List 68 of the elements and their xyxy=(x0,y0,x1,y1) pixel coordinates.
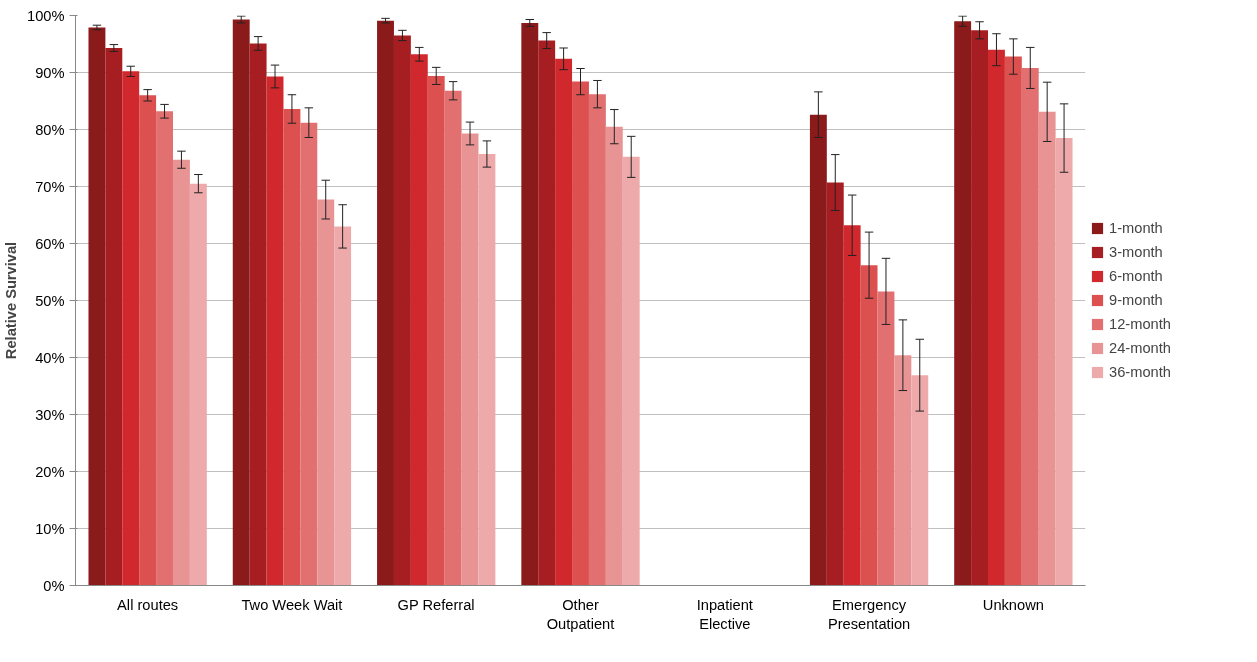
legend-label: 12-month xyxy=(1109,316,1171,332)
bar xyxy=(105,47,123,586)
y-tick-label: 90% xyxy=(35,64,65,81)
bar xyxy=(334,226,352,586)
bar xyxy=(538,40,556,586)
y-tick-label: 80% xyxy=(35,121,65,138)
bar xyxy=(173,159,190,586)
bar xyxy=(122,71,140,586)
y-tick-label: 0% xyxy=(43,577,65,594)
bar xyxy=(1038,111,1056,586)
bar xyxy=(588,94,606,586)
y-tick-label: 40% xyxy=(35,349,65,366)
bar xyxy=(232,19,250,586)
y-tick-label: 60% xyxy=(35,235,65,252)
bar xyxy=(894,355,912,586)
bar xyxy=(1004,56,1022,586)
bar xyxy=(478,154,496,586)
bar xyxy=(283,108,301,586)
legend-label: 3-month xyxy=(1109,244,1163,260)
bar xyxy=(444,90,462,586)
bar xyxy=(954,21,972,586)
legend-label: 6-month xyxy=(1109,268,1163,284)
y-axis-title: Relative Survival xyxy=(3,241,20,360)
legend-label: 9-month xyxy=(1109,292,1163,308)
y-tick-label: 10% xyxy=(35,520,65,537)
bar xyxy=(300,122,318,586)
bar xyxy=(427,75,445,586)
x-tick-label: Other Outpatient xyxy=(546,596,615,632)
bar xyxy=(189,183,207,586)
legend-label: 24-month xyxy=(1109,340,1171,356)
x-tick-label: Emergency Presentation xyxy=(827,596,911,632)
bar xyxy=(572,81,589,586)
bar xyxy=(911,375,929,586)
bar xyxy=(809,114,827,586)
y-tick-label: 50% xyxy=(35,292,65,309)
bar xyxy=(971,30,988,586)
bar xyxy=(410,54,428,586)
bar xyxy=(860,265,878,586)
y-tick-label: 30% xyxy=(35,406,65,423)
y-tick-label: 100% xyxy=(27,7,65,24)
bar xyxy=(605,126,623,586)
bar xyxy=(555,58,573,586)
x-tick-label: Unknown xyxy=(982,596,1044,613)
bar xyxy=(156,111,173,586)
bar xyxy=(521,22,539,586)
bar xyxy=(1021,67,1039,586)
bar xyxy=(88,27,106,586)
bar xyxy=(266,76,284,586)
bar xyxy=(317,199,335,586)
bar xyxy=(843,225,861,586)
bar xyxy=(877,291,895,586)
x-tick-label: All routes xyxy=(117,596,179,613)
x-tick-label: Two Week Wait xyxy=(241,596,343,613)
bar xyxy=(622,156,640,586)
y-tick-label: 70% xyxy=(35,178,65,195)
bar xyxy=(249,43,267,586)
x-tick-label: GP Referral xyxy=(397,596,475,613)
legend-label: 1-month xyxy=(1109,220,1163,236)
legend-label: 36-month xyxy=(1109,364,1171,380)
bar xyxy=(393,35,411,586)
bar xyxy=(826,182,844,586)
x-tick-label: Inpatient Elective xyxy=(696,596,753,632)
bar xyxy=(139,95,157,586)
bar xyxy=(461,133,479,586)
y-tick-label: 20% xyxy=(35,463,65,480)
bar xyxy=(377,20,394,586)
bar xyxy=(988,49,1005,586)
bar xyxy=(1055,138,1073,586)
